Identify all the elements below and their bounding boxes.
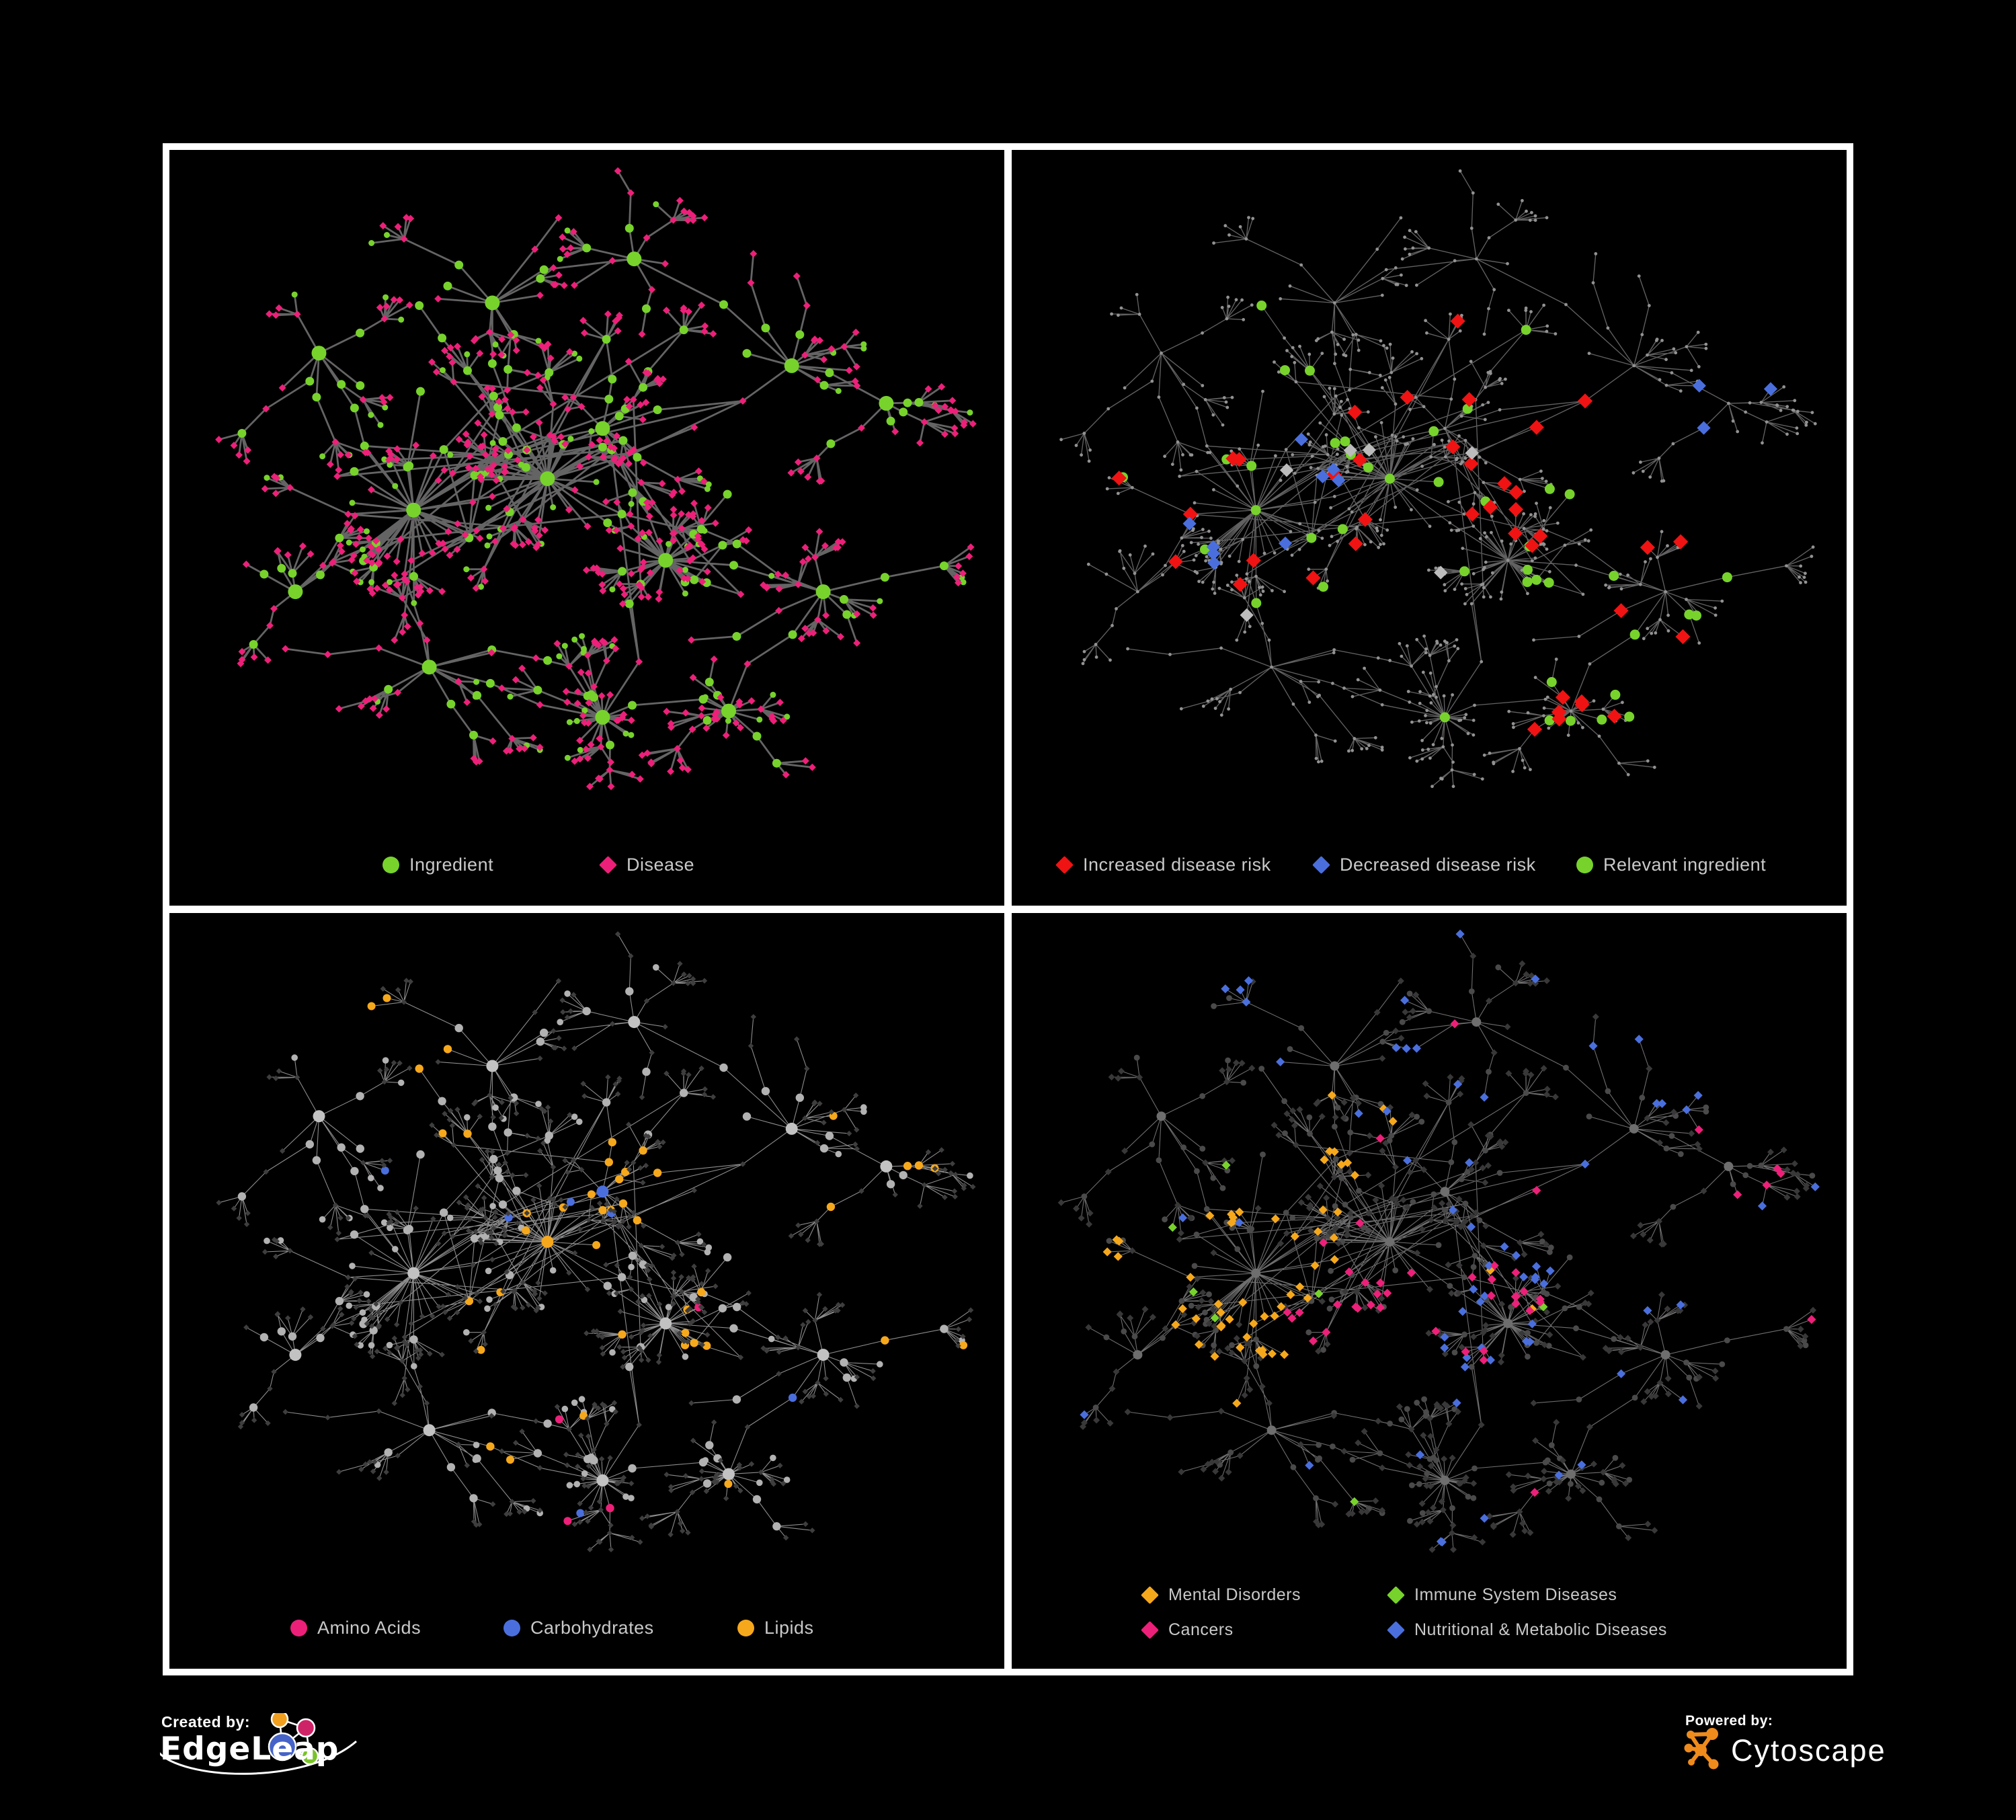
legend-item: Carbohydrates xyxy=(503,1618,654,1638)
legend-label: Increased disease risk xyxy=(1083,855,1271,875)
legend-item: Ingredient xyxy=(382,855,493,875)
network-graph-disease-risk xyxy=(1059,169,1817,789)
panel-ingredient-disease: Ingredient Disease xyxy=(169,150,1004,906)
disease-swatch-icon xyxy=(599,856,617,874)
legend-item: Mental Disorders xyxy=(1141,1585,1301,1605)
legend-label: Decreased disease risk xyxy=(1340,855,1536,875)
legend-label: Ingredient xyxy=(409,855,494,875)
legend-label: Mental Disorders xyxy=(1168,1585,1301,1604)
panel-macronutrient-classes: Amino Acids Carbohydrates Lipids xyxy=(169,913,1004,1669)
legend-item: Increased disease risk xyxy=(1055,855,1271,875)
legend-label: Lipids xyxy=(764,1618,814,1638)
legend-item: Relevant ingredient xyxy=(1576,855,1766,875)
edgeleap-node-blue xyxy=(268,1732,297,1762)
lipids-swatch-icon xyxy=(737,1620,754,1636)
legend-label: Nutritional & Metabolic Diseases xyxy=(1414,1620,1667,1639)
mental-disorders-swatch-icon xyxy=(1141,1586,1159,1604)
legend-item: Lipids xyxy=(737,1618,814,1638)
legend-label: Cancers xyxy=(1168,1620,1234,1639)
panel-disease-categories: Mental Disorders Immune System Diseases … xyxy=(1012,913,1847,1669)
powered-by-label: Powered by: xyxy=(1685,1713,1773,1729)
legend-label: Immune System Diseases xyxy=(1414,1585,1617,1604)
legend-label: Amino Acids xyxy=(317,1618,421,1638)
edgeleap-logo xyxy=(160,1713,357,1775)
carbohydrates-swatch-icon xyxy=(503,1620,520,1636)
created-by-block: Created by: EdgeLeap xyxy=(160,1713,536,1814)
network-graph-macronutrients xyxy=(216,931,976,1552)
legend-label: Disease xyxy=(627,855,695,875)
panel-disease-risk: Increased disease risk Decreased disease… xyxy=(1012,150,1847,906)
panel-grid: Ingredient Disease Increased disease ris… xyxy=(163,143,1853,1675)
amino-acids-swatch-icon xyxy=(290,1620,307,1636)
legend-item: Amino Acids xyxy=(290,1618,421,1638)
powered-by-block: Powered by: Cytoscape xyxy=(1684,1713,1980,1794)
legend-label: Carbohydrates xyxy=(530,1618,654,1638)
edgeleap-node-green xyxy=(300,1747,319,1766)
network-graph-disease-categories xyxy=(1057,929,1820,1553)
legend-item: Disease xyxy=(599,855,695,875)
edgeleap-swoosh xyxy=(160,1740,357,1775)
legend-item: Cancers xyxy=(1141,1620,1234,1640)
edgeleap-node-pink xyxy=(296,1718,316,1738)
relevant-ingredient-swatch-icon xyxy=(1576,857,1593,873)
increased-risk-swatch-icon xyxy=(1055,856,1074,874)
cytoscape-icon xyxy=(1684,1728,1719,1770)
cancers-swatch-icon xyxy=(1141,1621,1159,1639)
network-graph-ingredient-disease xyxy=(215,167,977,791)
legend-item: Immune System Diseases xyxy=(1387,1585,1617,1605)
legend-label: Relevant ingredient xyxy=(1603,855,1767,875)
nutritional-diseases-swatch-icon xyxy=(1387,1621,1405,1639)
legend-item: Decreased disease risk xyxy=(1312,855,1536,875)
immune-diseases-swatch-icon xyxy=(1387,1586,1405,1604)
edgeleap-node-orange xyxy=(270,1713,289,1729)
ingredient-swatch-icon xyxy=(382,857,399,873)
cytoscape-brand-text: Cytoscape xyxy=(1731,1733,1886,1768)
legend-item: Nutritional & Metabolic Diseases xyxy=(1387,1620,1667,1640)
edgeleap-brand-text: EdgeLeap xyxy=(160,1731,339,1768)
decreased-risk-swatch-icon xyxy=(1312,856,1330,874)
created-by-label: Created by: xyxy=(161,1713,251,1731)
